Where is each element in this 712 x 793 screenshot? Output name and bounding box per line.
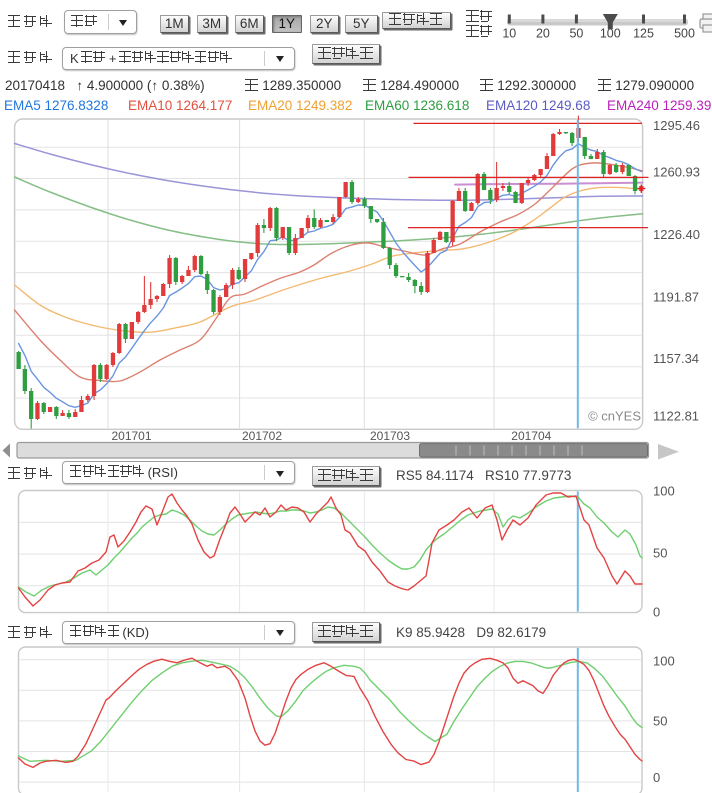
svg-text:1157.34: 1157.34 <box>653 351 699 366</box>
svg-text:1226.40: 1226.40 <box>653 227 700 242</box>
svg-text:© cnYES: © cnYES <box>588 409 641 424</box>
svg-text:50: 50 <box>569 27 583 41</box>
svg-text:100: 100 <box>600 27 621 41</box>
svg-text:201703: 201703 <box>370 429 410 443</box>
svg-text:100: 100 <box>653 484 675 499</box>
svg-text:0: 0 <box>653 605 660 620</box>
svg-text:50: 50 <box>653 546 667 561</box>
svg-text:20: 20 <box>536 27 550 41</box>
svg-text:1191.87: 1191.87 <box>653 289 699 304</box>
svg-text:500: 500 <box>674 27 695 41</box>
svg-text:50: 50 <box>653 714 667 729</box>
svg-text:1295.46: 1295.46 <box>653 118 700 133</box>
svg-text:1260.93: 1260.93 <box>653 164 700 179</box>
svg-text:0: 0 <box>653 770 660 785</box>
svg-text:201702: 201702 <box>242 429 282 443</box>
svg-text:201704: 201704 <box>511 429 551 443</box>
svg-text:201701: 201701 <box>111 429 151 443</box>
svg-text:125: 125 <box>633 27 654 41</box>
svg-text:100: 100 <box>653 654 675 669</box>
svg-text:10: 10 <box>502 27 516 41</box>
svg-text:1122.81: 1122.81 <box>653 408 699 423</box>
